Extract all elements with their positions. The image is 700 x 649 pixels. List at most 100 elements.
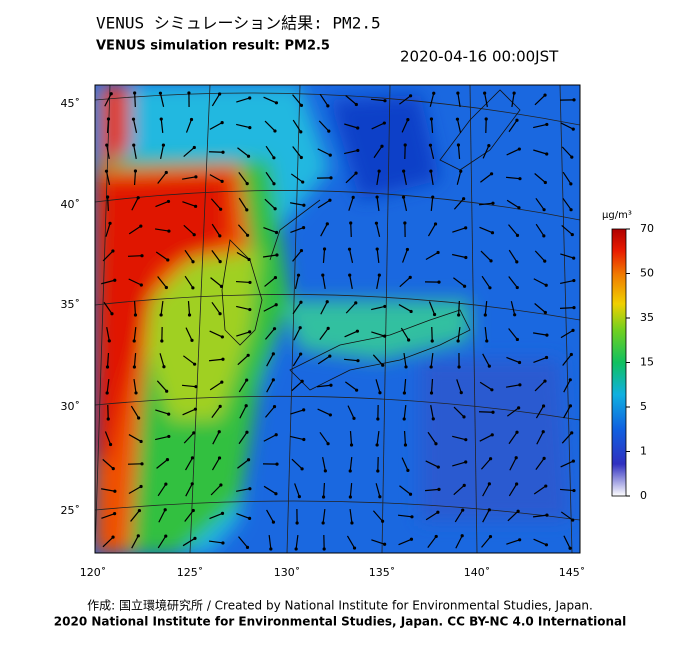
wind-arrow-head xyxy=(488,535,493,539)
wind-arrow xyxy=(456,119,462,133)
wind-arrow-head xyxy=(488,457,493,461)
wind-arrow xyxy=(347,405,355,419)
wind-arrow xyxy=(266,353,274,367)
wind-arrow xyxy=(211,93,221,107)
wind-arrow-head xyxy=(164,170,168,175)
wind-arrow-head xyxy=(327,129,331,133)
wind-arrow-head xyxy=(112,512,117,516)
wind-arrow xyxy=(534,94,546,106)
wind-arrow-head xyxy=(484,117,488,121)
wind-arrow xyxy=(157,276,167,288)
wind-arrow xyxy=(101,279,115,285)
copyright: 2020 National Institute for Environmenta… xyxy=(54,615,626,629)
wind-arrow-head xyxy=(383,542,387,546)
wind-arrow-head xyxy=(326,442,330,446)
wind-arrow-head xyxy=(165,457,170,462)
wind-arrow-head xyxy=(189,117,194,122)
wind-arrow-head xyxy=(408,492,413,496)
wind-arrow xyxy=(128,434,142,442)
wind-arrow xyxy=(560,279,574,285)
wind-arrow xyxy=(182,408,196,416)
wind-arrow-head xyxy=(271,352,275,356)
wind-arrow-head xyxy=(376,469,380,473)
wind-arrow-head xyxy=(569,182,573,186)
wind-arrow xyxy=(399,276,411,288)
wind-arrow xyxy=(104,431,112,445)
wind-arrow xyxy=(317,199,331,209)
wind-arrow xyxy=(427,223,437,237)
wind-arrow-head xyxy=(139,484,143,489)
wind-arrow xyxy=(560,329,574,339)
wind-arrow-head xyxy=(543,379,547,383)
wind-arrow xyxy=(187,300,191,316)
wind-arrow-head xyxy=(247,257,251,262)
wind-arrow xyxy=(268,534,272,550)
wind-arrow-head xyxy=(410,515,414,519)
wind-arrow-head xyxy=(194,175,198,179)
wind-arrow-head xyxy=(457,365,461,369)
wind-arrow-head xyxy=(193,536,197,540)
wind-arrow-head xyxy=(108,442,113,447)
wind-arrow-head xyxy=(107,339,111,343)
wind-arrow-head xyxy=(432,91,436,95)
wind-arrow-head xyxy=(404,365,408,369)
wind-arrow xyxy=(208,151,224,153)
wind-arrow-head xyxy=(457,313,461,317)
wind-arrow-head xyxy=(220,380,224,384)
wind-arrow xyxy=(533,538,547,546)
wind-arrow xyxy=(155,200,169,208)
wind-arrow xyxy=(290,202,304,206)
wind-arrow xyxy=(430,118,434,134)
wind-arrow xyxy=(209,381,223,391)
wind-arrow-head xyxy=(381,363,385,367)
wind-arrow xyxy=(236,97,250,103)
wind-arrow-head xyxy=(407,338,411,342)
lon-label: 120˚ xyxy=(80,566,107,579)
wind-arrow-head xyxy=(515,233,520,237)
wind-arrow-head xyxy=(544,543,549,547)
wind-arrow-head xyxy=(354,301,358,305)
wind-arrow xyxy=(560,122,574,130)
wind-arrow xyxy=(238,172,248,184)
wind-arrow-head xyxy=(191,508,195,513)
wind-arrow-head xyxy=(383,304,387,309)
wind-arrow xyxy=(185,327,193,341)
wind-arrow-head xyxy=(433,222,438,226)
wind-arrow-head xyxy=(571,518,575,522)
wind-arrow-head xyxy=(106,117,111,121)
wind-arrow xyxy=(505,384,521,388)
wind-arrow xyxy=(484,300,488,316)
wind-arrow-head xyxy=(158,91,163,95)
wind-arrow xyxy=(237,224,249,236)
wind-arrow xyxy=(399,95,411,105)
wind-arrow xyxy=(453,277,465,287)
wind-arrow xyxy=(456,379,462,393)
wind-arrow-head xyxy=(272,182,276,186)
wind-arrow-head xyxy=(166,199,171,204)
wind-arrow-head xyxy=(462,197,466,201)
wind-arrow xyxy=(159,353,165,367)
wind-arrow xyxy=(211,250,221,262)
wind-arrow xyxy=(458,300,460,316)
wind-arrow-head xyxy=(137,508,142,513)
wind-arrow xyxy=(563,535,571,549)
wind-arrow-head xyxy=(517,206,521,210)
wind-arrow-head xyxy=(349,443,354,447)
wind-arrow-head xyxy=(403,221,407,225)
wind-arrow xyxy=(482,483,490,497)
wind-arrow xyxy=(106,378,110,394)
colorbar-tick-label: 70 xyxy=(640,222,654,235)
wind-arrow xyxy=(155,251,169,261)
wind-arrow xyxy=(210,198,222,210)
wind-arrow-head xyxy=(515,118,519,122)
wind-arrow xyxy=(181,384,197,388)
wind-arrow-head xyxy=(272,327,277,331)
wind-arrow xyxy=(317,355,331,365)
wind-arrow xyxy=(130,510,140,522)
wind-arrow xyxy=(480,173,492,183)
wind-arrow xyxy=(508,119,518,133)
wind-arrow-head xyxy=(543,259,547,263)
wind-arrow-head xyxy=(246,154,251,158)
wind-arrow-head xyxy=(434,534,438,539)
wind-arrow-head xyxy=(517,406,521,410)
